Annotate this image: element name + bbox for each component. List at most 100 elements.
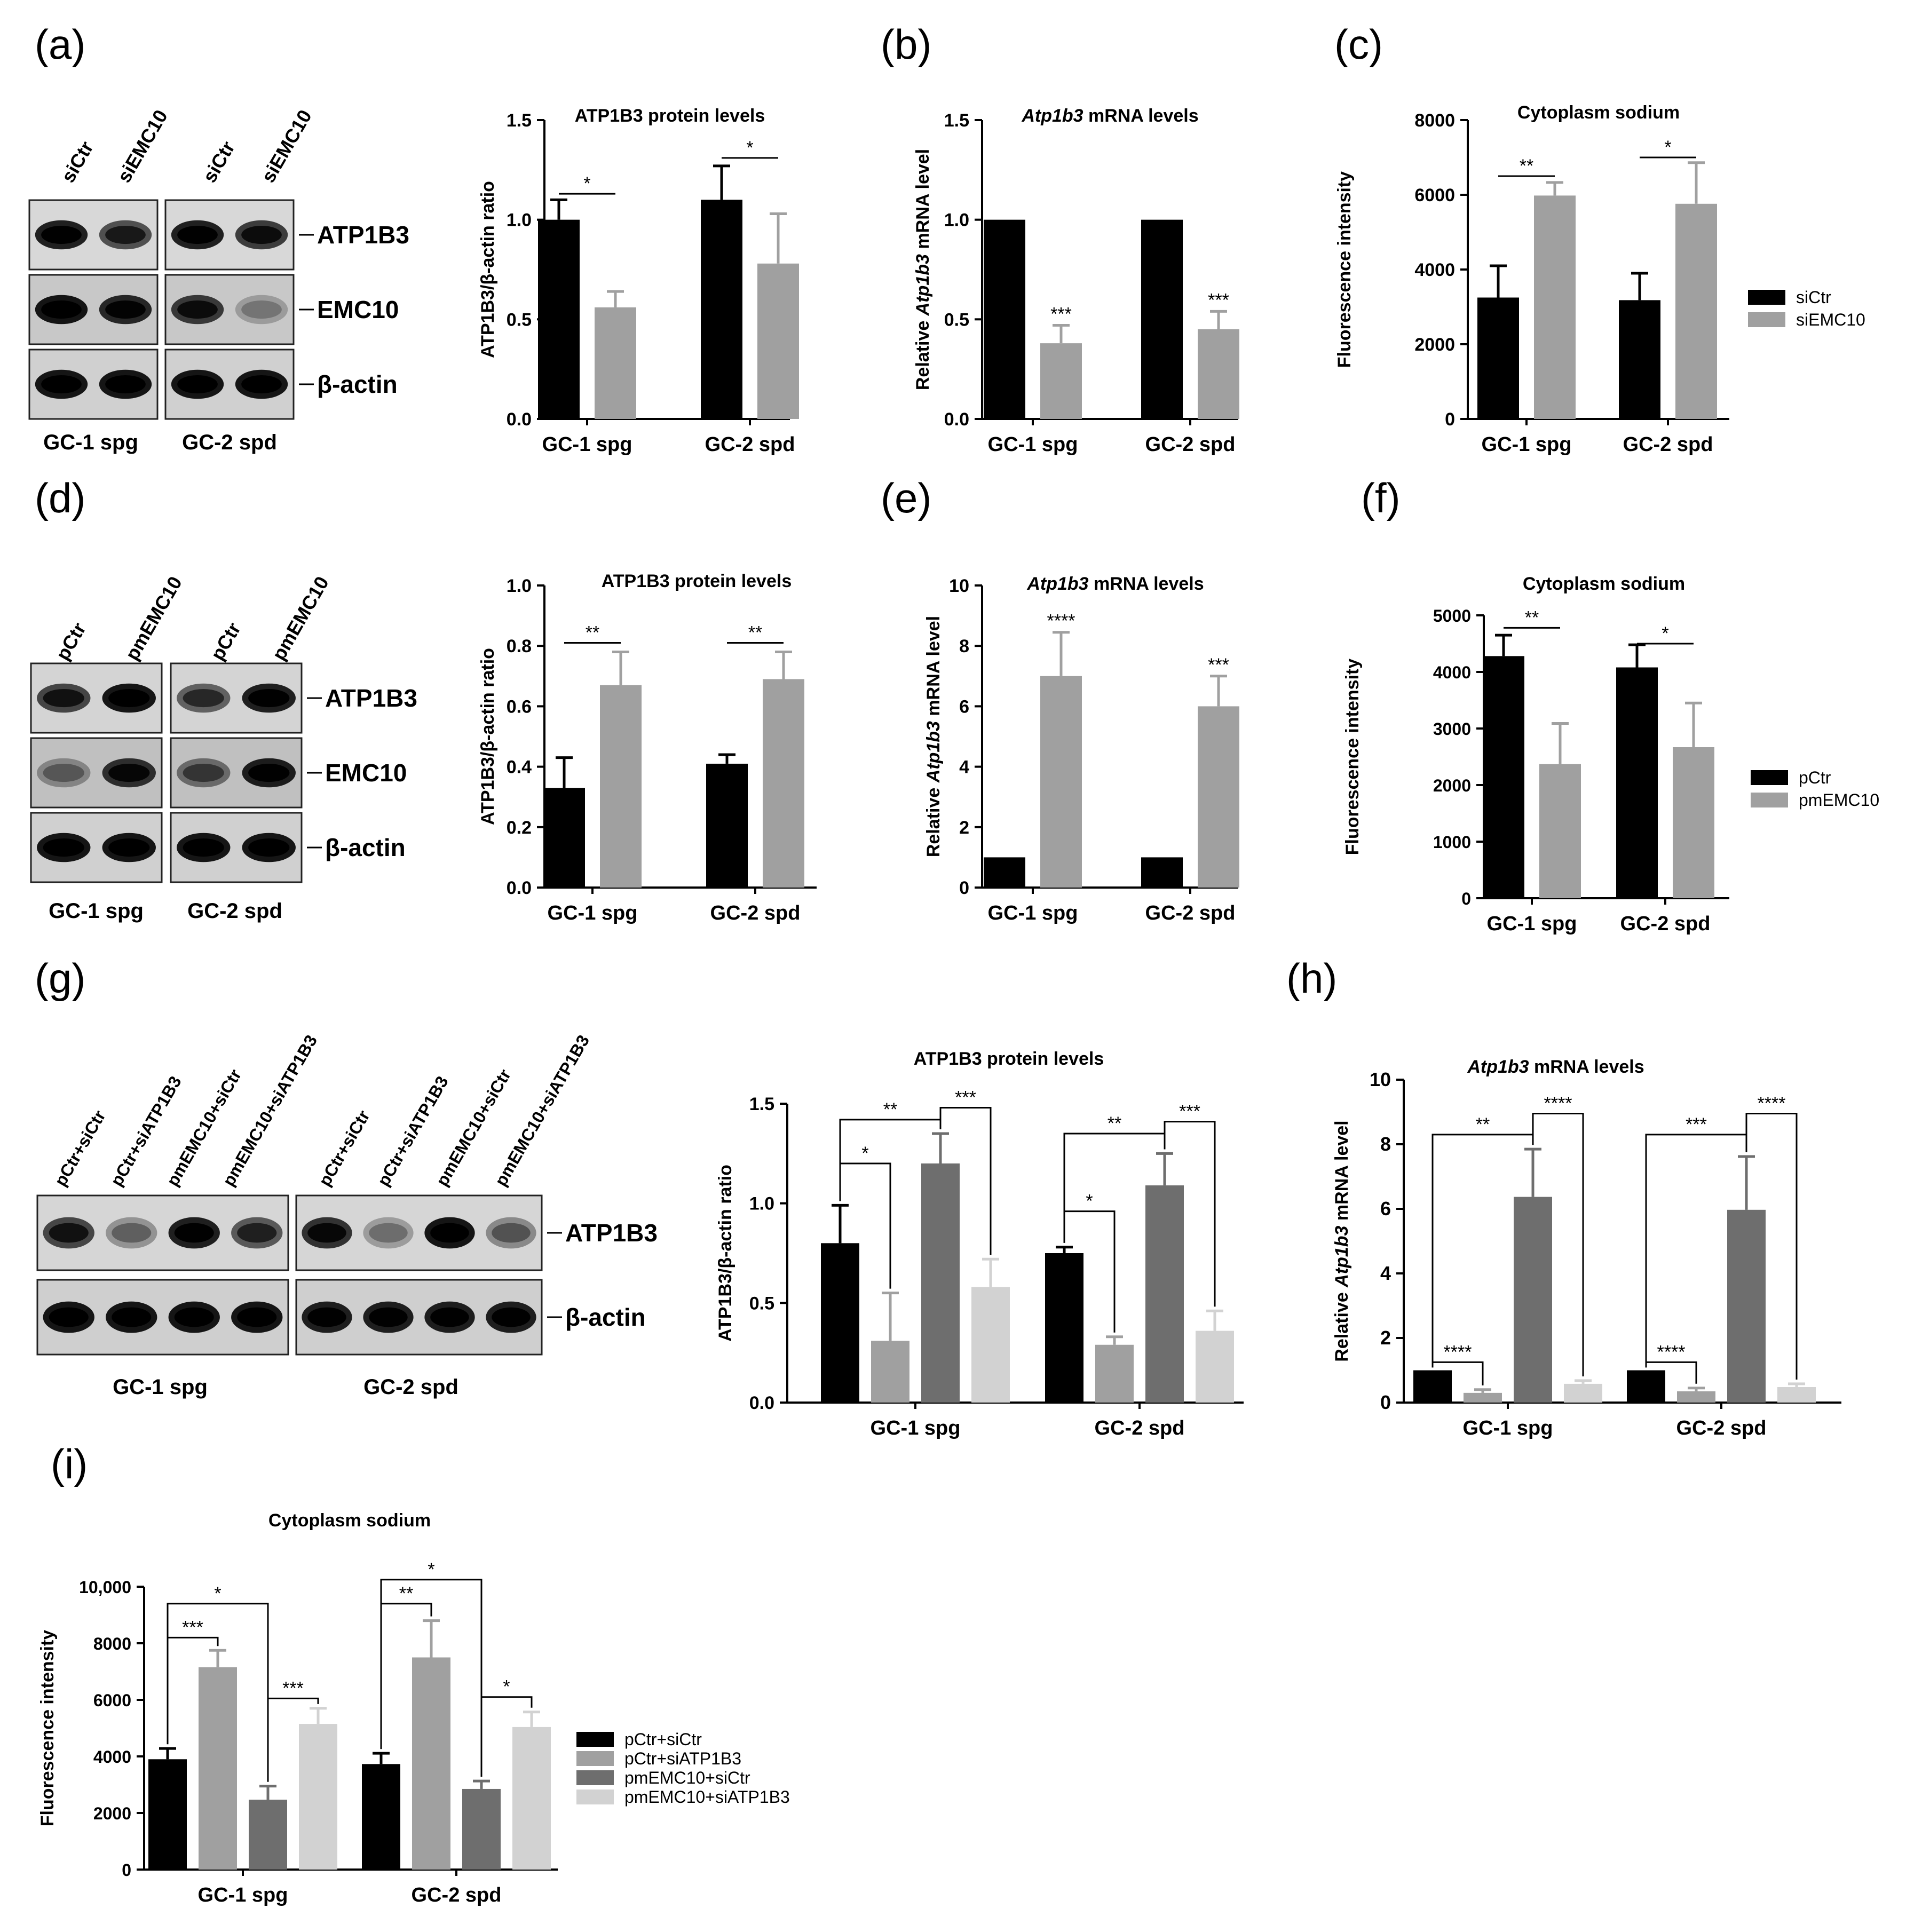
y-tick-label: 2000 — [1433, 776, 1471, 795]
legend-swatch — [1748, 290, 1785, 305]
y-tick-label: 0 — [1461, 889, 1471, 908]
blot-band-core — [174, 1223, 214, 1243]
bar — [984, 219, 1025, 419]
blot-band-core — [430, 1307, 469, 1327]
significance-star: * — [746, 138, 753, 158]
blot-band-core — [183, 838, 224, 857]
blot-group-label: GC-1 spg — [113, 1375, 208, 1399]
bar — [1040, 343, 1082, 419]
bar — [1413, 1370, 1452, 1403]
lane-label: pCtr — [51, 619, 90, 664]
chart-title: Atp1b3 mRNA levels — [1467, 1057, 1644, 1077]
y-tick-label: 0.5 — [507, 310, 532, 330]
x-tick-label: GC-2 spd — [1623, 433, 1713, 456]
legend-label: pmEMC10+siATP1B3 — [624, 1787, 790, 1807]
legend-swatch — [576, 1732, 614, 1747]
band-label: β-actin — [317, 370, 398, 398]
blot-band — [106, 1217, 157, 1249]
significance-star: **** — [1047, 611, 1075, 631]
panel-label: (a) — [35, 21, 85, 68]
y-tick-label: 0.8 — [507, 636, 532, 656]
significance-star: **** — [1758, 1094, 1786, 1114]
significance-star: * — [583, 173, 590, 194]
bar — [757, 263, 799, 419]
x-tick-label: GC-1 spg — [1463, 1417, 1553, 1439]
blot-group-label: GC-2 spd — [363, 1375, 458, 1399]
bar — [984, 857, 1025, 888]
significance-star: ** — [1525, 607, 1539, 628]
blot-band-core — [41, 375, 82, 394]
panel-label: (d) — [35, 474, 85, 521]
blot-band-core — [369, 1307, 408, 1327]
blot-band-core — [177, 300, 218, 319]
lane-label: pCtr — [206, 619, 245, 664]
bar — [1673, 747, 1714, 898]
legend-label: siCtr — [1796, 288, 1831, 307]
significance-bracket — [1745, 1113, 1798, 1380]
panel-label: (b) — [881, 21, 931, 68]
y-tick-label: 6 — [959, 696, 969, 717]
legend-swatch — [1748, 312, 1785, 327]
legend-swatch — [576, 1790, 614, 1804]
x-tick-label: GC-2 spd — [710, 902, 801, 924]
lane-label: pmEMC10 — [121, 573, 186, 664]
y-tick-label: 2000 — [1414, 335, 1455, 355]
significance-star: *** — [182, 1617, 203, 1637]
blot-band-core — [183, 688, 224, 708]
blot-band-core — [177, 375, 218, 394]
significance-bracket — [480, 1696, 533, 1777]
y-axis-label: Relative Atp1b3 mRNA level — [1332, 1120, 1352, 1361]
panel-label: (c) — [1334, 21, 1383, 68]
y-tick-label: 0.6 — [507, 696, 532, 717]
significance-star: * — [214, 1583, 221, 1604]
significance-star: *** — [1208, 655, 1229, 675]
y-tick-label: 0 — [1380, 1391, 1391, 1413]
bar — [199, 1667, 237, 1870]
y-tick-label: 5000 — [1433, 606, 1471, 625]
y-axis-label: ATP1B3/β-actin ratio — [478, 181, 498, 358]
significance-star: ** — [883, 1099, 897, 1120]
y-tick-label: 1.5 — [507, 110, 532, 131]
chart-f: Cytoplasm sodium 0 1000 2000 3000 4000 5000 Flu… — [1342, 574, 1879, 935]
y-tick-label: 1.0 — [749, 1194, 774, 1214]
x-tick-label: GC-1 spg — [542, 433, 632, 456]
blot-band-core — [241, 225, 282, 244]
band-label: β-actin — [325, 834, 406, 861]
bar — [1196, 1331, 1234, 1403]
significance-star: *** — [282, 1678, 304, 1698]
bar — [249, 1800, 287, 1870]
bar — [1564, 1383, 1602, 1403]
legend-label: pmEMC10 — [1799, 790, 1879, 810]
y-axis-label: Relative Atp1b3 mRNA level — [913, 149, 933, 390]
y-tick-label: 8000 — [93, 1634, 131, 1653]
significance-star: *** — [1050, 304, 1072, 324]
x-tick-label: GC-2 spd — [412, 1884, 502, 1906]
significance-bracket — [380, 1579, 483, 1777]
legend-label: pCtr — [1799, 768, 1831, 787]
lane-label: siEMC10 — [113, 106, 172, 186]
y-tick-label: 6000 — [93, 1691, 131, 1710]
blot-band-core — [183, 763, 224, 782]
blot-band-core — [108, 838, 150, 857]
blot-band-core — [105, 300, 146, 319]
significance-star: *** — [1208, 290, 1229, 310]
y-tick-label: 0 — [1445, 409, 1455, 430]
blot-band — [235, 295, 288, 324]
chart-b: Atp1b3 mRNA levels 0.0 0.5 1.0 1.5 Relative A… — [913, 106, 1239, 456]
significance-star: *** — [1179, 1102, 1200, 1122]
significance-star: *** — [955, 1087, 976, 1107]
panel-label: (f) — [1361, 474, 1401, 521]
legend-swatch — [1751, 770, 1788, 785]
blot-band — [486, 1217, 536, 1249]
y-tick-label: 1.0 — [507, 576, 532, 596]
bar — [538, 219, 580, 419]
lane-label: pCtr+siCtr — [315, 1107, 374, 1189]
bar — [600, 685, 642, 888]
y-tick-label: 0 — [122, 1860, 131, 1880]
bar — [1477, 297, 1519, 419]
bar — [1198, 706, 1239, 888]
y-tick-label: 0 — [959, 878, 969, 898]
blot-band-core — [492, 1307, 531, 1327]
blot-band-core — [177, 225, 218, 244]
